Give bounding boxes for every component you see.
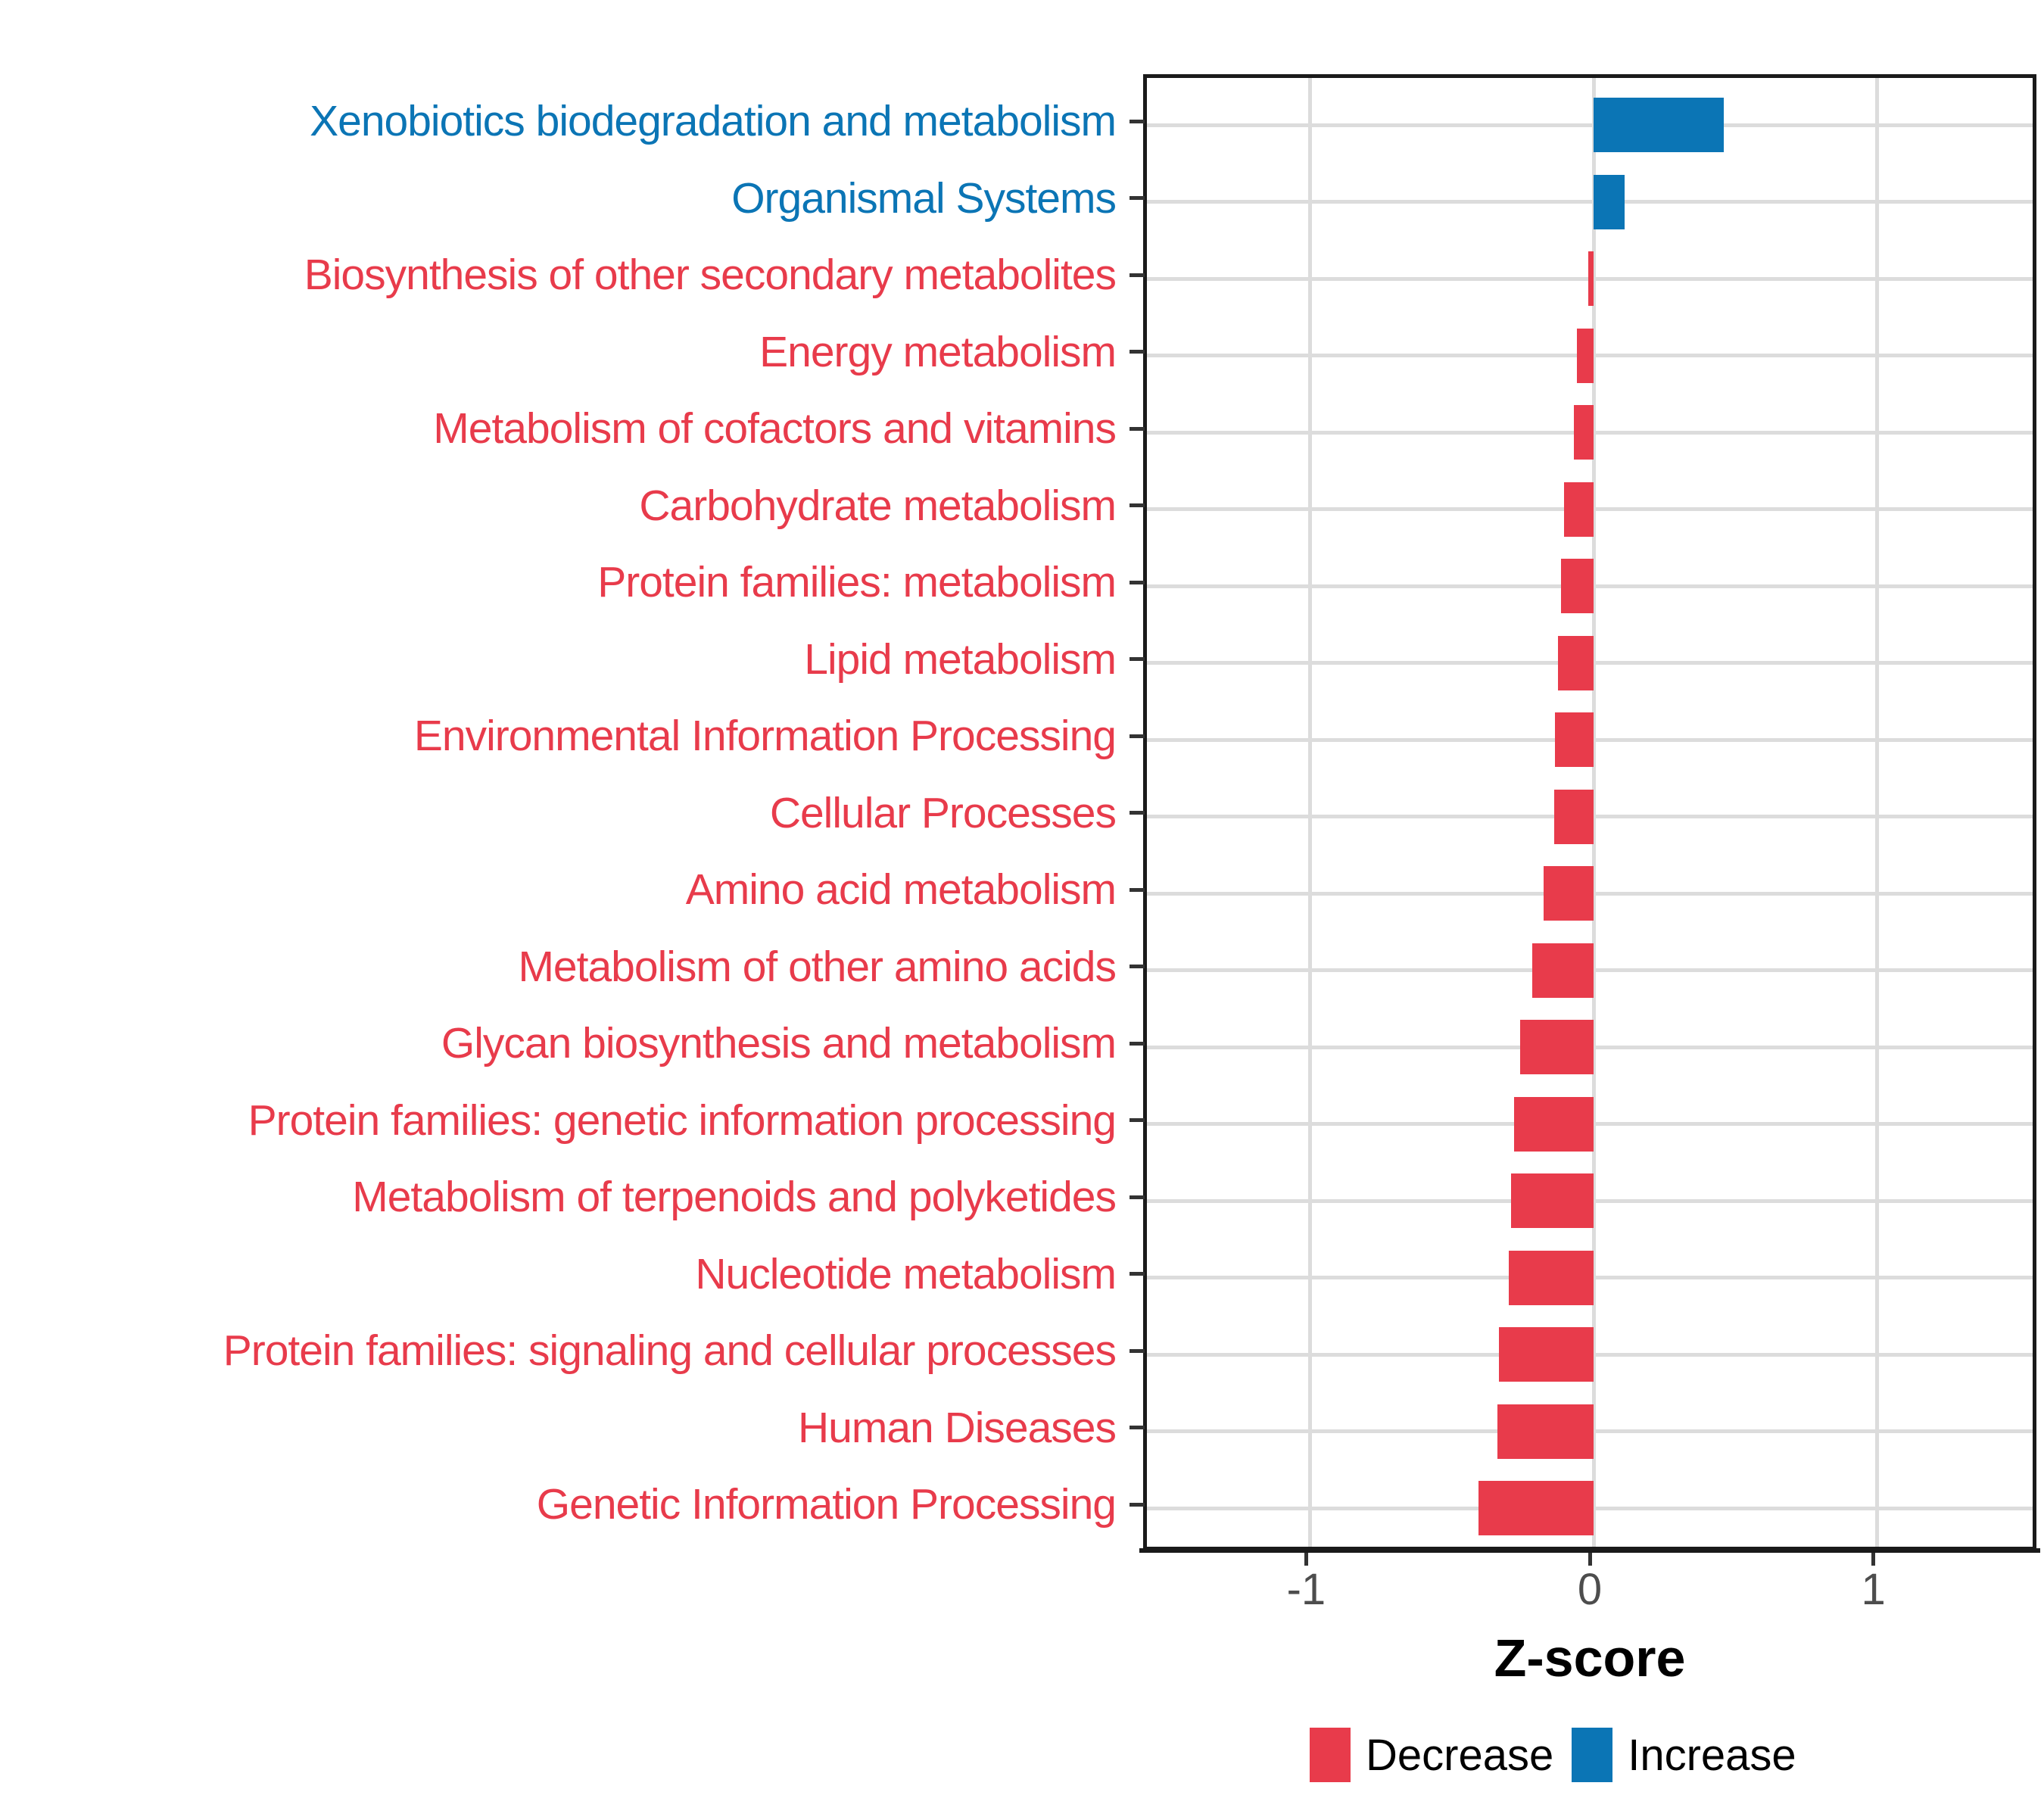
category-label: Glycan biosynthesis and metabolism bbox=[441, 1019, 1117, 1067]
bar-decrease bbox=[1532, 943, 1594, 998]
bar-decrease bbox=[1511, 1173, 1594, 1228]
category-label: Protein families: signaling and cellular… bbox=[223, 1326, 1117, 1375]
bar-decrease bbox=[1558, 635, 1594, 690]
legend-label-decrease: Decrease bbox=[1366, 1730, 1554, 1780]
bar-decrease bbox=[1519, 1020, 1594, 1074]
y-axis-tick bbox=[1129, 1272, 1145, 1276]
category-label: Xenobiotics biodegradation and metabolis… bbox=[310, 97, 1117, 145]
y-axis-tick bbox=[1129, 1348, 1145, 1353]
x-tick-label: -1 bbox=[1286, 1565, 1326, 1614]
y-axis-tick bbox=[1129, 1426, 1145, 1429]
plot-panel bbox=[1143, 74, 2036, 1551]
category-label: Metabolism of other amino acids bbox=[518, 942, 1117, 991]
y-axis-tick bbox=[1129, 273, 1145, 277]
bar-decrease bbox=[1560, 559, 1594, 613]
bar-decrease bbox=[1544, 866, 1594, 921]
legend: Decrease Increase bbox=[1310, 1728, 1796, 1782]
category-label: Amino acid metabolism bbox=[685, 865, 1117, 914]
x-gridline-1 bbox=[1875, 78, 1880, 1547]
y-axis-tick bbox=[1129, 887, 1145, 892]
bar-decrease bbox=[1514, 1096, 1594, 1152]
bar-decrease bbox=[1553, 789, 1594, 844]
legend-key-decrease-swatch bbox=[1310, 1728, 1351, 1782]
y-axis-tick bbox=[1129, 657, 1145, 661]
category-label: Cellular Processes bbox=[769, 788, 1117, 837]
category-label: Genetic Information Processing bbox=[536, 1480, 1117, 1529]
y-axis-tick bbox=[1129, 734, 1145, 738]
y-axis-tick bbox=[1129, 1502, 1145, 1507]
bar-increase bbox=[1594, 174, 1625, 229]
category-label: Environmental Information Processing bbox=[413, 712, 1117, 760]
category-label: Protein families: metabolism bbox=[597, 558, 1117, 606]
y-axis-tick bbox=[1129, 196, 1145, 200]
row-gridline bbox=[1147, 200, 2033, 204]
x-axis-line bbox=[1139, 1548, 2040, 1553]
category-label: Organismal Systems bbox=[731, 173, 1117, 223]
y-axis-tick bbox=[1129, 503, 1145, 507]
bar-decrease bbox=[1588, 251, 1594, 306]
bar-decrease bbox=[1478, 1481, 1594, 1535]
category-label: Energy metabolism bbox=[759, 327, 1117, 376]
category-label: Metabolism of cofactors and vitamins bbox=[433, 404, 1117, 453]
bar-decrease bbox=[1498, 1327, 1594, 1382]
y-axis-tick bbox=[1129, 1195, 1145, 1199]
x-axis-tick bbox=[1871, 1551, 1876, 1566]
bar-decrease bbox=[1508, 1250, 1594, 1305]
legend-label-increase: Increase bbox=[1628, 1730, 1796, 1780]
y-axis-tick bbox=[1129, 1041, 1145, 1046]
x-axis-tick bbox=[1304, 1551, 1308, 1566]
category-label: Biosynthesis of other secondary metaboli… bbox=[304, 251, 1117, 299]
bar-decrease bbox=[1555, 712, 1594, 767]
bar-decrease bbox=[1576, 328, 1594, 383]
y-axis-tick bbox=[1129, 350, 1145, 354]
category-label: Nucleotide metabolism bbox=[695, 1249, 1117, 1298]
x-axis-tick bbox=[1588, 1551, 1592, 1566]
y-axis-tick bbox=[1129, 580, 1145, 584]
bar-decrease bbox=[1497, 1404, 1594, 1459]
y-axis-tick bbox=[1129, 426, 1145, 431]
x-tick-label: 1 bbox=[1861, 1565, 1886, 1614]
y-axis-tick bbox=[1129, 965, 1145, 968]
category-label: Human Diseases bbox=[797, 1403, 1117, 1452]
row-gridline bbox=[1147, 123, 2033, 127]
category-label: Metabolism of terpenoids and polyketides bbox=[352, 1173, 1117, 1221]
x-axis-title: Z-score bbox=[1494, 1628, 1686, 1688]
x-gridline--1 bbox=[1307, 78, 1312, 1547]
legend-key-increase-swatch bbox=[1572, 1728, 1613, 1782]
x-tick-label: 0 bbox=[1577, 1565, 1603, 1614]
y-axis-tick bbox=[1129, 1118, 1145, 1122]
category-label: Carbohydrate metabolism bbox=[639, 481, 1117, 530]
bar-decrease bbox=[1563, 482, 1594, 537]
y-axis-tick bbox=[1129, 811, 1145, 815]
category-label: Lipid metabolism bbox=[804, 634, 1117, 684]
bar-decrease bbox=[1573, 405, 1594, 460]
x-gridline-0 bbox=[1591, 78, 1596, 1547]
y-axis-tick bbox=[1129, 119, 1145, 123]
bar-increase bbox=[1594, 98, 1725, 152]
category-label: Protein families: genetic information pr… bbox=[248, 1095, 1117, 1145]
